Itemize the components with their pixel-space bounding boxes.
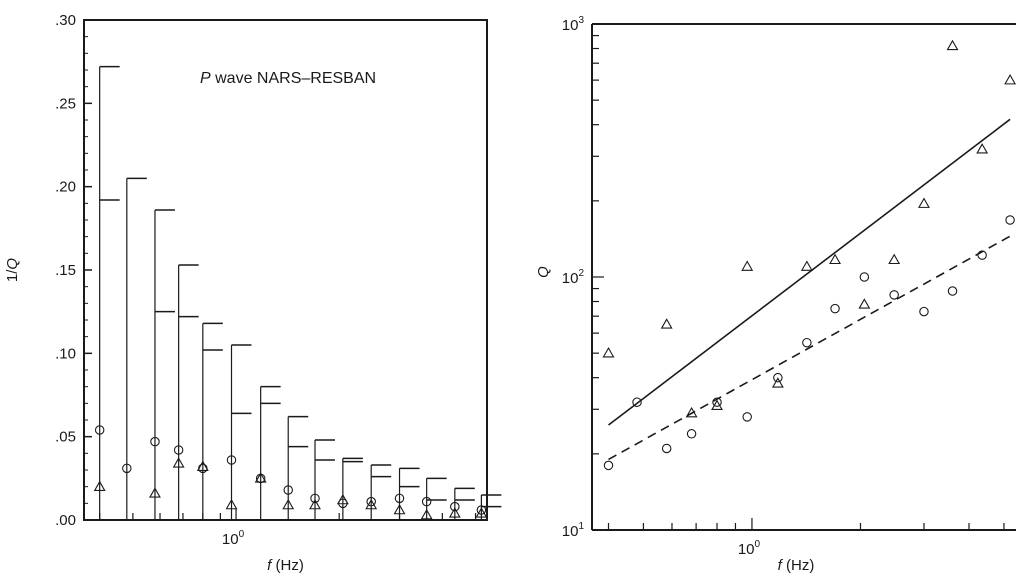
right-point-circle: [1005, 215, 1015, 225]
right-x-axis-var: f: [778, 557, 784, 574]
left-point-circle: [366, 496, 376, 507]
right-y-axis-title: Q: [535, 266, 552, 278]
left-point-circle: [226, 455, 237, 465]
right-point-triangle: [829, 253, 841, 265]
left-point-circle: [150, 436, 160, 447]
right-point-triangle: [946, 39, 959, 51]
left-point-triangle: [309, 498, 321, 510]
left-plot-frame: [83, 19, 488, 521]
left-x-axis-var: f: [267, 557, 273, 574]
left-point-circle: [94, 425, 105, 435]
left-x-axis-unit: (Hz): [271, 557, 304, 574]
left-point-triangle: [420, 508, 433, 520]
right-point-triangle: [771, 377, 784, 388]
right-point-triangle: [888, 253, 901, 265]
right-point-circle: [977, 250, 987, 260]
right-point-triangle: [660, 318, 673, 329]
right-y-tick-label-base: 10: [562, 523, 579, 540]
right-point-triangle: [741, 260, 754, 271]
left-point-circle: [450, 501, 460, 512]
left-point-triangle: [196, 460, 209, 471]
right-point-triangle: [602, 347, 615, 358]
right-point-circle: [603, 460, 614, 471]
left-point-circle: [122, 463, 132, 474]
left-point-triangle: [448, 507, 461, 518]
right-point-circle: [632, 397, 642, 407]
left-point-triangle: [475, 507, 488, 518]
left-y-axis-prefix: 1/: [4, 269, 21, 282]
right-point-triangle: [976, 143, 989, 154]
right-point-circle: [686, 429, 697, 439]
left-point-triangle: [336, 493, 349, 505]
right-point-triangle: [800, 260, 813, 271]
left-point-triangle: [393, 503, 406, 515]
right-x-tick-label-exp: 0: [755, 539, 761, 550]
left-point-triangle: [282, 498, 295, 510]
left-y-tick-label: .30: [55, 12, 76, 29]
right-point-triangle: [685, 406, 698, 418]
right-point-circle: [742, 412, 752, 422]
left-y-tick-label: .15: [55, 262, 76, 279]
right-fit-line-solid: [608, 118, 1011, 426]
left-x-axis-title: f (Hz): [267, 557, 304, 574]
left-panel-inverse-q-chart: .00 .05 .10 .15 .20 .25 .30 100 P wave NARS–RESB…: [4, 12, 502, 574]
left-point-circle: [421, 496, 432, 507]
right-fit-line-dashed: [608, 235, 1011, 461]
right-y-axis-var: Q: [535, 266, 552, 278]
left-x-tick-label-base: 10: [222, 531, 239, 548]
left-y-tick-label: .20: [55, 179, 76, 196]
left-y-axis-var: Q: [4, 258, 21, 270]
right-y-tick-label-base: 10: [562, 17, 579, 34]
right-y-tick-label: 103: [562, 15, 585, 34]
right-point-triangle: [918, 197, 930, 208]
left-y-axis-title: 1/Q: [4, 258, 21, 283]
left-y-tick-label: .25: [55, 95, 76, 112]
left-y-tick-label: .05: [55, 429, 76, 446]
right-x-axis-title: f (Hz): [778, 557, 815, 574]
left-x-tick-label-exp: 0: [239, 529, 245, 540]
right-point-circle: [661, 443, 672, 454]
left-point-circle: [476, 505, 487, 515]
right-point-circle: [712, 397, 722, 407]
right-point-triangle: [1004, 74, 1016, 85]
left-point-circle: [173, 445, 184, 455]
left-point-triangle: [365, 498, 378, 510]
left-point-triangle: [93, 480, 106, 491]
left-y-tick-label: .00: [55, 512, 76, 529]
left-x-tick-label: 100: [222, 529, 245, 548]
left-annotation-text: wave NARS–RESBAN: [211, 70, 376, 87]
left-point-circle: [310, 493, 320, 504]
right-y-tick-label-exp: 1: [578, 521, 584, 532]
left-annotation-italic: P: [200, 70, 211, 87]
right-x-tick-label: 100: [738, 539, 761, 558]
right-point-circle: [919, 306, 929, 317]
left-point-triangle: [225, 498, 238, 510]
left-point-circle: [394, 493, 405, 504]
right-point-circle: [859, 272, 870, 282]
left-point-triangle: [149, 487, 161, 498]
right-x-tick-label-base: 10: [738, 541, 755, 558]
right-x-axis-unit: (Hz): [782, 557, 815, 574]
left-point-triangle: [254, 472, 267, 483]
right-point-circle: [773, 372, 783, 383]
right-y-tick-label: 102: [562, 268, 585, 287]
right-point-circle: [802, 337, 812, 348]
right-y-tick-label: 101: [562, 521, 585, 540]
right-y-tick-label-exp: 3: [578, 15, 584, 26]
left-y-tick-label: .10: [55, 345, 76, 362]
left-point-triangle: [172, 457, 185, 468]
right-point-circle: [947, 286, 958, 296]
right-y-tick-label-exp: 2: [578, 268, 584, 279]
right-point-circle: [889, 290, 899, 300]
right-point-triangle: [711, 399, 723, 410]
left-annotation: P wave NARS–RESBAN: [200, 70, 376, 87]
right-point-circle: [830, 303, 840, 314]
right-y-tick-label-base: 10: [562, 270, 579, 287]
left-point-circle: [283, 485, 293, 495]
right-point-triangle: [858, 298, 871, 309]
